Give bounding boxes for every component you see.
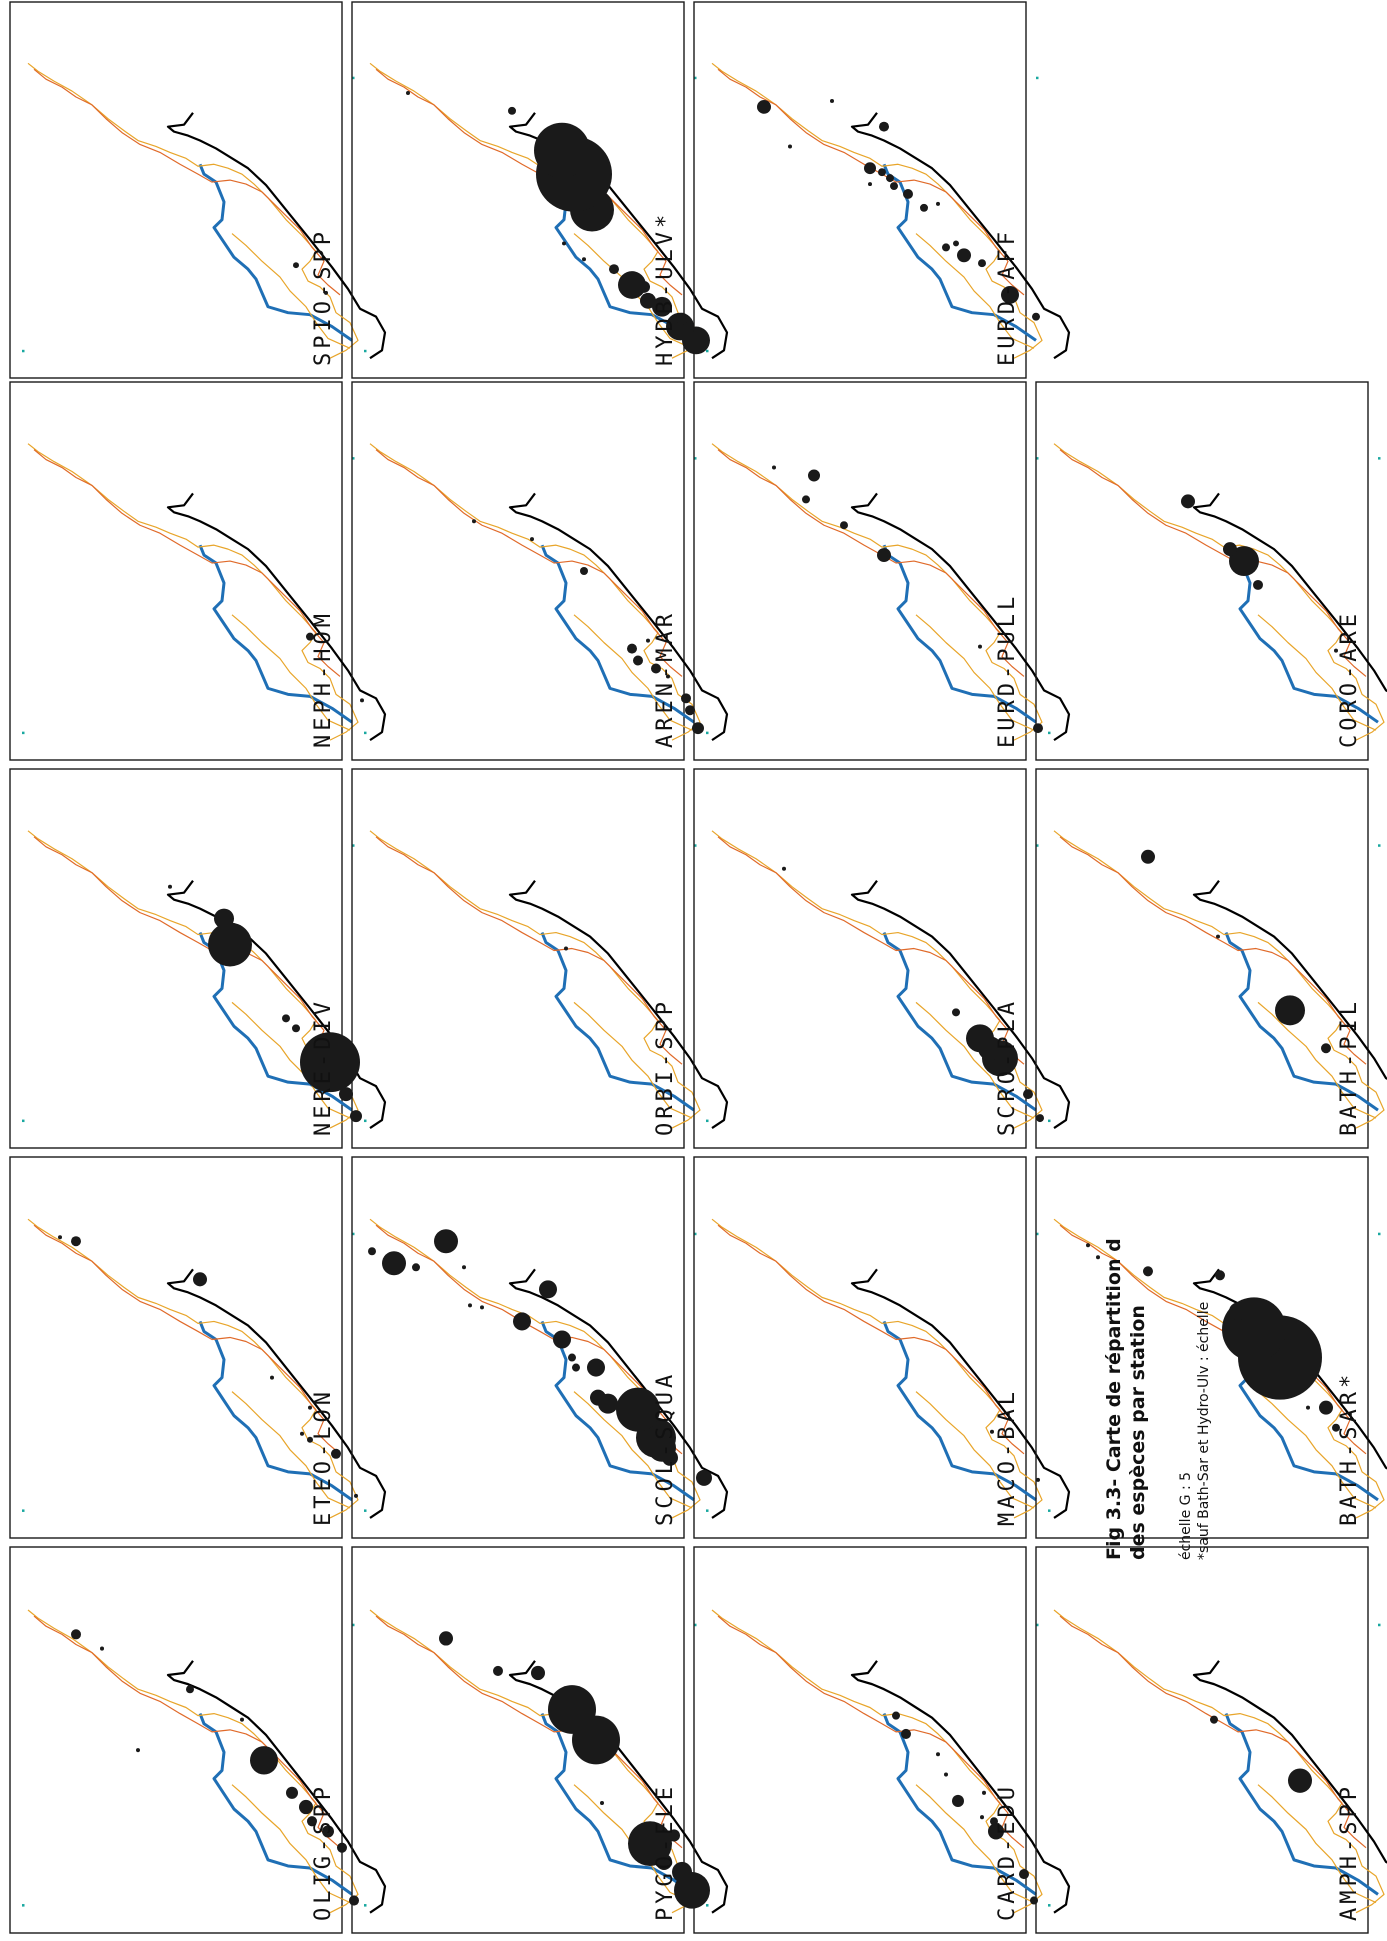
map-panel: BATH-PIL — [1035, 768, 1387, 1149]
map-panel: NEPH-HOM — [9, 381, 387, 761]
map-panel: EURD-AFF — [693, 1, 1071, 379]
map-panel: AMPH-SPP — [1035, 1546, 1387, 1934]
panel-frame — [351, 1, 685, 379]
species-label: SPIO-SPP — [311, 228, 336, 366]
station-abundance-dots — [1141, 849, 1331, 1054]
panel-frame — [351, 1546, 685, 1934]
map-panel: CORO-ARE — [1035, 381, 1387, 761]
species-label: BATH-PIL — [1337, 998, 1362, 1136]
species-label: AMPH-SPP — [1337, 1783, 1362, 1921]
map-panel: ETEO-LON — [9, 1156, 387, 1539]
map-panel: CARD-EDU — [693, 1546, 1071, 1934]
scale-exception-note: *sauf Bath-Sar et Hydro-Ulv : échelle — [1196, 1302, 1212, 1560]
map-panel: PYGO-ELE — [351, 1546, 729, 1934]
map-panel: SCOL-SQUA — [351, 1156, 729, 1539]
species-label: CORO-ARE — [1337, 610, 1362, 748]
species-label: MACO-BAL — [995, 1388, 1020, 1526]
station-abundance-dots — [564, 946, 568, 951]
panel-frame — [1035, 768, 1369, 1149]
caption-title-line2: des espèces par station — [1127, 1305, 1149, 1560]
species-label: AREN-MAR — [653, 610, 678, 748]
figure-caption: Fig 3.3- Carte de répartition d des espè… — [1103, 1238, 1212, 1560]
map-panel: MACO-BAL — [693, 1156, 1071, 1539]
panel-frame — [351, 381, 685, 761]
panel-frame — [9, 1, 343, 379]
species-label: HYDB-ULV* — [653, 211, 678, 366]
map-panel: EURD-PULL — [693, 381, 1071, 761]
species-label: NEPH-HOM — [311, 610, 336, 748]
panel-frame — [1035, 1546, 1369, 1934]
panel-frame — [9, 768, 343, 1149]
panel-frame — [693, 768, 1027, 1149]
species-label: ETEO-LON — [311, 1388, 336, 1526]
species-label: CARD-EDU — [995, 1783, 1020, 1921]
scale-note: échelle G : 5 — [1178, 1472, 1194, 1560]
panel-frame — [693, 1156, 1027, 1539]
map-panel: HYDB-ULV* — [351, 1, 729, 379]
station-abundance-dots — [1210, 1715, 1312, 1793]
species-label: PYGO-ELE — [653, 1783, 678, 1921]
map-panel: NERE-DIV — [9, 768, 387, 1149]
species-label: OLIG-SPP — [311, 1783, 336, 1921]
panel-frame — [351, 768, 685, 1149]
species-label: ORBI-SPP — [653, 998, 678, 1136]
station-abundance-dots — [1181, 494, 1338, 653]
caption-title: Fig 3.3- Carte de répartition d — [1103, 1238, 1125, 1560]
panel-frame — [9, 1156, 343, 1539]
map-panel: OLIG-SPP — [9, 1546, 387, 1934]
panel-frame — [351, 1156, 685, 1539]
species-label: EURD-AFF — [995, 228, 1020, 366]
species-label: EURD-PULL — [995, 593, 1020, 748]
map-panel: SCRO-PLA — [693, 768, 1071, 1149]
panel-frame — [693, 381, 1027, 761]
species-label: BATH-SAR* — [1337, 1371, 1362, 1526]
panel-frame — [1035, 1156, 1369, 1539]
panel-frame — [1035, 381, 1369, 761]
panel-frame — [693, 1546, 1027, 1934]
map-panel: SPIO-SPP — [9, 1, 387, 379]
species-label: SCRO-PLA — [995, 998, 1020, 1136]
species-panels: OLIG-SPP ETEO-LON NERE-DIV NEPH-HOM SPIO-SPP… — [9, 1, 1387, 1934]
map-panel: BATH-SAR* — [1035, 1156, 1387, 1539]
map-panel: ORBI-SPP — [351, 768, 729, 1149]
map-panel: AREN-MAR — [351, 381, 729, 761]
panel-frame — [693, 1, 1027, 379]
panel-frame — [9, 381, 343, 761]
species-label: SCOL-SQUA — [653, 1371, 678, 1526]
species-label: NERE-DIV — [311, 998, 336, 1136]
panel-frame — [9, 1546, 343, 1934]
